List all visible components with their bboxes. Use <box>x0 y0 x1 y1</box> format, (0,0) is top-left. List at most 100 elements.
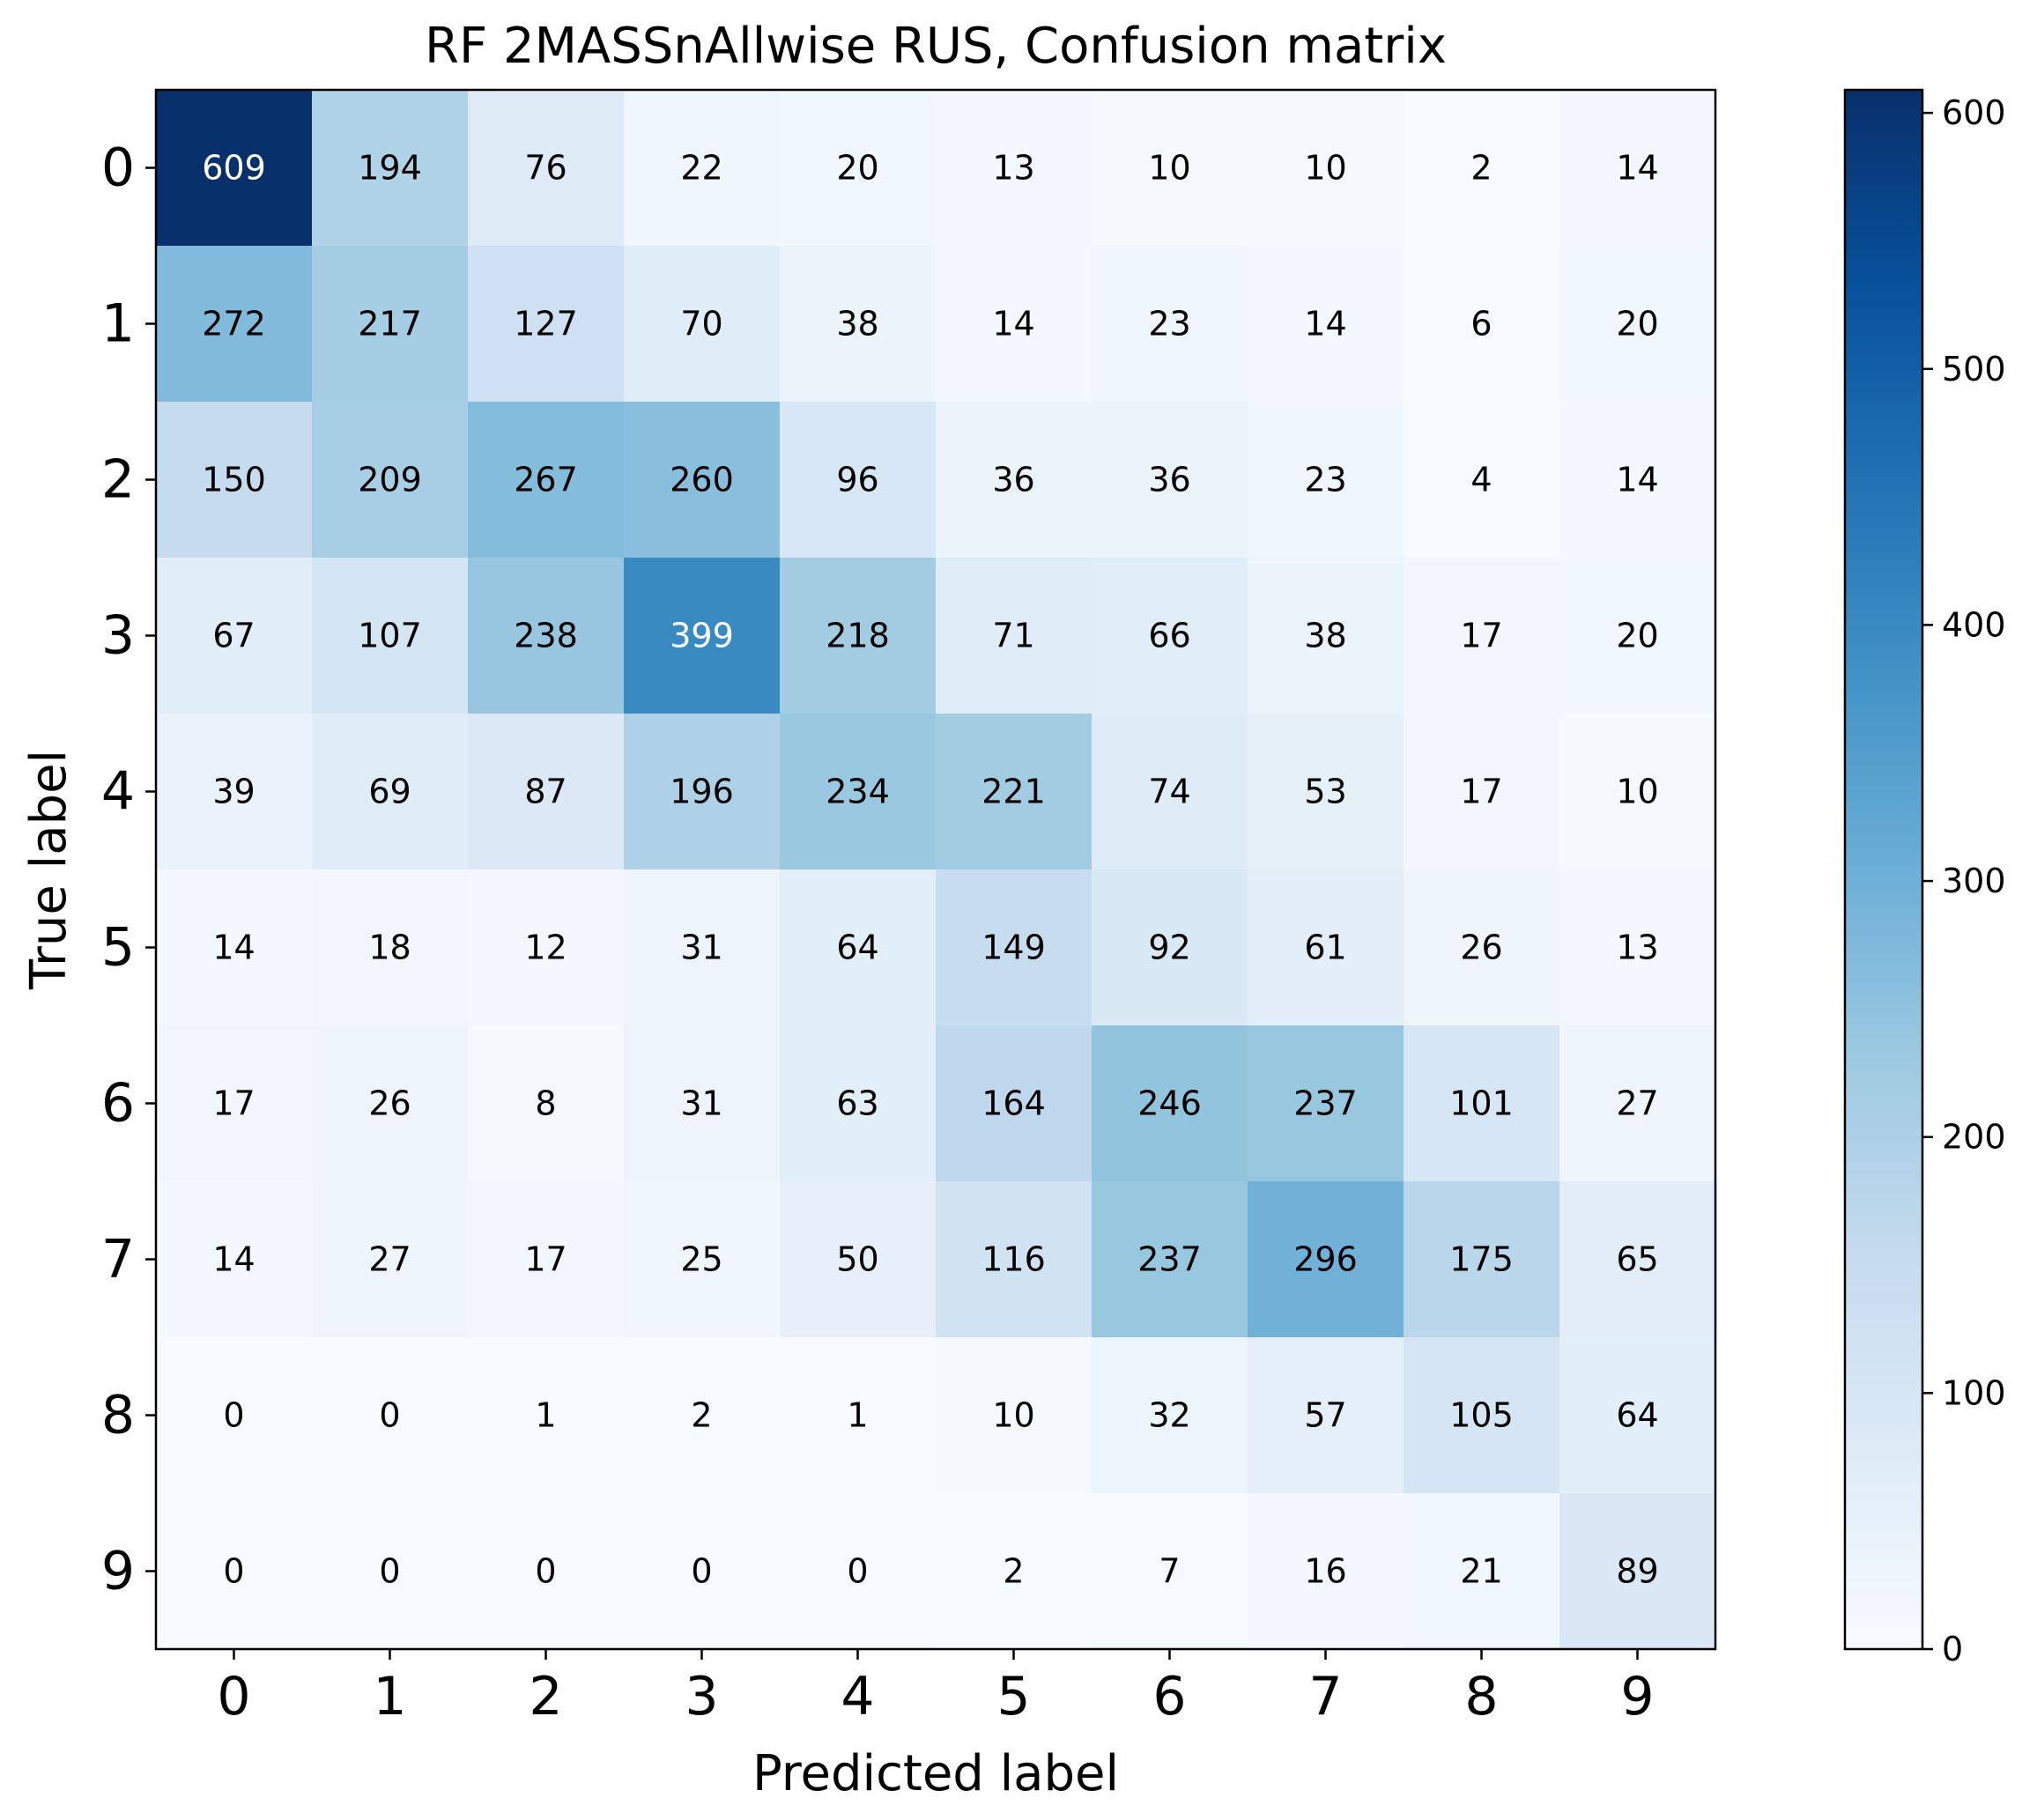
cell-value-label: 32 <box>1148 1396 1190 1435</box>
cell-value-label: 64 <box>836 928 878 967</box>
x-axis-ticks: 0 1 2 3 4 5 6 7 8 9 <box>217 1649 1655 1728</box>
y-tick-label: 8 <box>101 1385 135 1446</box>
heatmap-cell <box>156 714 313 870</box>
heatmap-cell <box>624 1337 781 1494</box>
cell-value-label: 237 <box>1293 1084 1358 1123</box>
heatmap-cell <box>1559 90 1716 247</box>
heatmap-cell <box>1092 714 1248 870</box>
cell-value-label: 20 <box>836 149 878 188</box>
heatmap-cell <box>156 1025 313 1182</box>
cell-value-label: 61 <box>1304 928 1346 967</box>
cell-value-label: 26 <box>368 1084 411 1123</box>
heatmap-cell <box>780 1025 937 1182</box>
heatmap-cell <box>468 246 625 403</box>
cell-value-label: 25 <box>680 1240 722 1279</box>
heatmap-cell <box>1404 246 1560 403</box>
cell-value-label: 27 <box>368 1240 411 1279</box>
colorbar-tick-label: 300 <box>1942 862 2006 900</box>
cell-value-label: 0 <box>379 1552 400 1591</box>
cell-value-label: 38 <box>1304 617 1346 655</box>
cell-value-label: 10 <box>1616 773 1658 811</box>
cell-value-label: 609 <box>202 149 266 188</box>
heatmap-cell <box>1248 1025 1404 1182</box>
cell-value-label: 66 <box>1148 617 1190 655</box>
cell-value-label: 26 <box>1460 928 1502 967</box>
y-tick-label: 5 <box>101 917 135 979</box>
colorbar-tick-label: 100 <box>1942 1373 2006 1412</box>
heatmap-cell <box>1092 1181 1248 1338</box>
heatmap-cell <box>468 714 625 870</box>
cell-value-label: 2 <box>691 1396 712 1435</box>
heatmap-cell <box>468 1493 625 1650</box>
cell-value-label: 272 <box>202 305 266 344</box>
heatmap-cell <box>312 1493 469 1650</box>
heatmap-cell <box>312 869 469 1026</box>
y-axis-ticks: 0 1 2 3 4 5 6 7 8 9 <box>101 137 156 1602</box>
heatmap-cell <box>1404 1181 1560 1338</box>
heatmap-cell <box>468 402 625 559</box>
cell-value-label: 17 <box>1460 773 1502 811</box>
cell-value-label: 399 <box>670 617 734 655</box>
colorbar-tick-label: 500 <box>1942 350 2006 388</box>
heatmap-cell <box>1092 558 1248 714</box>
y-tick-label: 9 <box>101 1541 135 1602</box>
heatmap-cell <box>1559 1337 1716 1494</box>
heatmap-cell <box>1559 1181 1716 1338</box>
heatmap-cell <box>156 1337 313 1494</box>
cell-value-label: 105 <box>1449 1396 1514 1435</box>
cell-value-label: 127 <box>514 305 578 344</box>
heatmap-cell <box>156 869 313 1026</box>
cell-value-label: 20 <box>1616 305 1658 344</box>
cell-value-label: 10 <box>992 1396 1034 1435</box>
heatmap-cell <box>624 1181 781 1338</box>
heatmap-cell <box>156 246 313 403</box>
heatmap-cell <box>156 90 313 247</box>
cell-value-label: 234 <box>826 773 890 811</box>
cell-value-label: 36 <box>1148 461 1190 499</box>
cell-value-label: 0 <box>379 1396 400 1435</box>
cell-value-label: 74 <box>1148 773 1190 811</box>
cell-value-label: 218 <box>826 617 890 655</box>
heatmap-cell <box>936 714 1093 870</box>
x-tick-label: 0 <box>217 1666 250 1728</box>
heatmap-cell <box>312 1181 469 1338</box>
cell-value-label: 38 <box>836 305 878 344</box>
heatmap-cell <box>1092 1337 1248 1494</box>
cell-value-label: 14 <box>212 928 255 967</box>
heatmap-cell <box>1248 90 1404 247</box>
x-axis-label: Predicted label <box>752 1745 1119 1802</box>
cell-value-label: 0 <box>223 1396 244 1435</box>
cell-value-label: 0 <box>535 1552 556 1591</box>
heatmap-cell <box>936 402 1093 559</box>
cell-value-label: 209 <box>358 461 422 499</box>
heatmap-cell <box>156 402 313 559</box>
cell-value-label: 71 <box>992 617 1034 655</box>
cell-value-label: 31 <box>680 928 722 967</box>
heatmap-cell <box>312 714 469 870</box>
cell-value-label: 36 <box>992 461 1034 499</box>
cell-value-label: 238 <box>514 617 578 655</box>
colorbar-gradient <box>1843 88 1924 1651</box>
cell-value-label: 237 <box>1137 1240 1202 1279</box>
cell-value-label: 76 <box>524 149 567 188</box>
plot-frame <box>154 88 1717 1651</box>
heatmap-cell <box>1559 714 1716 870</box>
heatmap-cell <box>1248 1493 1404 1650</box>
y-tick-label: 2 <box>101 449 135 511</box>
cell-value-label: 0 <box>691 1552 712 1591</box>
cell-value-label: 63 <box>836 1084 878 1123</box>
cell-value-label: 64 <box>1616 1396 1658 1435</box>
cell-value-label: 2 <box>1470 149 1492 188</box>
heatmap-cell <box>780 714 937 870</box>
cell-value-label: 267 <box>514 461 578 499</box>
cell-value-label: 2 <box>1003 1552 1024 1591</box>
heatmap-cell <box>1559 402 1716 559</box>
x-tick-label: 3 <box>685 1666 718 1728</box>
heatmap-cell <box>1404 714 1560 870</box>
cell-value-label: 17 <box>212 1084 255 1123</box>
heatmap-cell <box>1248 1337 1404 1494</box>
heatmap-cell <box>1404 1025 1560 1182</box>
heatmap-cell <box>936 1025 1093 1182</box>
cell-value-label: 65 <box>1616 1240 1658 1279</box>
